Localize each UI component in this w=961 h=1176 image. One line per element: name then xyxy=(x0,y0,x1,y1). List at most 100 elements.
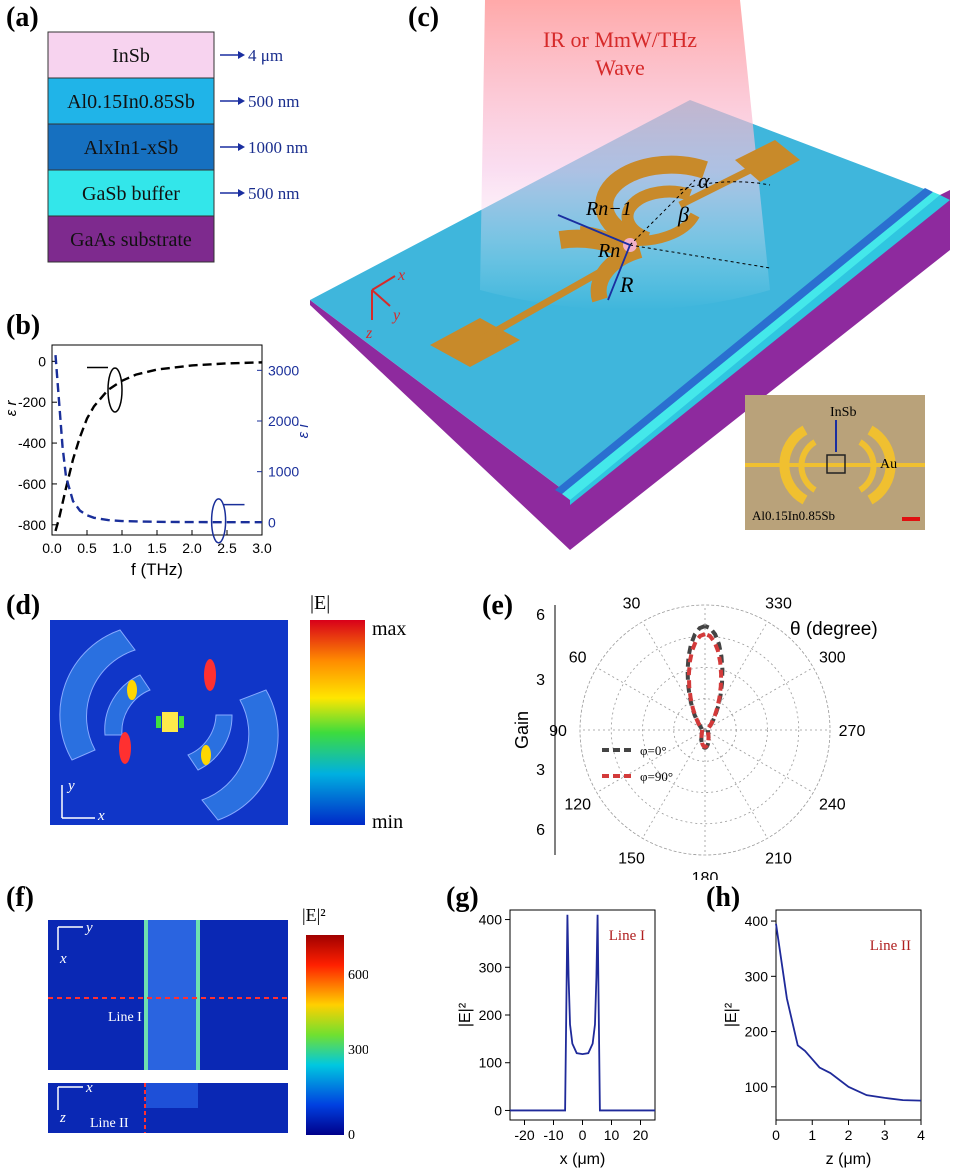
y-tick-label-right: 3000 xyxy=(268,362,299,378)
wave-label-line1: IR or MmW/THz xyxy=(543,27,697,52)
panel-label-h: (h) xyxy=(706,882,741,913)
permittivity-chart: 0.0 0.5 1.0 1.5 2.0 2.5 3.0 0 -200 -400 -600 -800 30… xyxy=(3,344,312,579)
layer-stack-diagram: InSb 4 μm Al0.15In0.85Sb 500 nm AlxIn1-xSb 10… xyxy=(47,31,308,263)
y-tick-label: 200 xyxy=(479,1007,503,1023)
radial-tick-label: 3 xyxy=(536,672,545,689)
wave-label-line2: Wave xyxy=(595,55,645,80)
y-tick-label-left: 0 xyxy=(38,353,46,369)
angle-tick-label: 90 xyxy=(549,723,567,740)
r-label: R xyxy=(619,272,634,297)
rn-minus-1-label: Rn−1 xyxy=(585,198,632,220)
x-tick-label: 0.0 xyxy=(42,540,62,556)
polar-spoke xyxy=(642,729,706,839)
x-tick-label: 1 xyxy=(808,1127,816,1143)
layer-label-0: InSb xyxy=(112,45,150,67)
layer-arrowhead-1 xyxy=(238,97,245,105)
layer-3 xyxy=(47,169,215,217)
angle-tick-label: 30 xyxy=(623,596,641,613)
y-axis-label-left: ε r xyxy=(3,399,20,416)
colorbar-d-title: |E| xyxy=(310,592,331,614)
x-tick-label: -20 xyxy=(514,1127,534,1143)
angle-tick-label: 120 xyxy=(564,797,591,814)
angle-tick-label: 150 xyxy=(618,850,645,867)
y-axis-label: |E|² xyxy=(457,1002,474,1027)
device-illustration: α β Rn−1 Rn R IR or MmW/THz Wave x y z I… xyxy=(310,0,950,550)
y-tick-label: 300 xyxy=(745,968,769,984)
polar-spoke xyxy=(704,729,768,839)
x-tick-label: 10 xyxy=(604,1127,620,1143)
x-tick-label: 2.0 xyxy=(182,540,202,556)
polar-grid-circle xyxy=(579,604,831,856)
x-axis-label: z (μm) xyxy=(826,1151,872,1168)
panel-label-d: (d) xyxy=(6,590,41,621)
panel-label-g: (g) xyxy=(446,882,479,913)
series-phi-90 xyxy=(686,632,724,749)
f-axes xyxy=(57,926,83,1110)
inset-au-label: Au xyxy=(880,457,897,472)
y-tick-label: 100 xyxy=(479,1055,503,1071)
layer-arrowhead-0 xyxy=(238,51,245,59)
axis-z-label: z xyxy=(365,325,373,342)
layer-4 xyxy=(47,215,215,263)
inset-substrate-label: Al0.15In0.85Sb xyxy=(752,508,835,523)
angle-tick-label: 180 xyxy=(692,870,719,880)
angle-tick-label: 210 xyxy=(765,850,792,867)
d-axis-x: x xyxy=(97,808,105,824)
x-axis-label: x (μm) xyxy=(560,1151,606,1168)
substrate-side xyxy=(310,190,950,550)
layer-thickness-1: 500 nm xyxy=(248,92,299,111)
panel-label-a: (a) xyxy=(6,2,39,33)
field-hotspots xyxy=(119,659,216,765)
panel-label-e: (e) xyxy=(482,590,514,621)
colorbar-f-title: |E|² xyxy=(302,905,326,925)
xy-channel xyxy=(146,920,198,1070)
x-tick-label: 3.0 xyxy=(252,540,272,556)
left-axis-indicator-ellipse xyxy=(107,367,123,413)
y-axis-label-right: ε i xyxy=(295,424,312,439)
buffer-layer-edge xyxy=(570,195,950,505)
feed-line-right xyxy=(678,161,762,209)
d-axes xyxy=(61,785,95,819)
chart-title: Line II xyxy=(870,938,911,954)
y-tick-label-right: 0 xyxy=(268,514,276,530)
axis-y-label: y xyxy=(391,307,401,324)
y-axis-label: |E|² xyxy=(723,1002,740,1027)
radial-tick-label: 3 xyxy=(536,762,545,779)
legend-label-1: φ=90° xyxy=(640,769,673,784)
colorbar-f-0: 0 xyxy=(348,1128,355,1143)
colorbar-d-min: min xyxy=(372,811,403,833)
angle-tick-label: 60 xyxy=(569,650,587,667)
y-tick-label: 100 xyxy=(745,1079,769,1095)
layer-stripe-cyan xyxy=(562,192,940,500)
angle-tick-label: 270 xyxy=(839,723,866,740)
series-line-0 xyxy=(775,923,922,1102)
layer-label-3: GaSb buffer xyxy=(82,183,180,205)
panel-label-f: (f) xyxy=(6,882,34,913)
layer-thickness-2: 1000 nm xyxy=(248,138,308,157)
x-tick-label: 3 xyxy=(881,1127,889,1143)
polar-grid-circle xyxy=(610,635,800,825)
log-periodic-antenna xyxy=(558,155,708,303)
y-tick-label: 400 xyxy=(479,912,503,928)
series-line-0 xyxy=(510,914,655,1112)
radial-tick-label: 6 xyxy=(536,607,545,624)
x-tick-label: 0 xyxy=(772,1127,780,1143)
device-micrograph-inset xyxy=(745,395,925,530)
line-ii-profile-chart: 0 1 2 3 4 100 200 300 400 z (μm) |E|² Line II xyxy=(723,909,925,1168)
beta-label: β xyxy=(677,202,689,227)
theta-label: θ (degree) xyxy=(790,619,878,640)
polar-spoke xyxy=(596,667,706,731)
y-tick-label: 300 xyxy=(479,959,503,975)
layer-arrowhead-3 xyxy=(238,189,245,197)
y-tick-label: 400 xyxy=(745,913,769,929)
y-tick-label-left: -600 xyxy=(18,476,46,492)
antenna-field-pattern xyxy=(59,629,279,821)
f-axis-x-top: x xyxy=(59,951,67,967)
layer-arrowhead-2 xyxy=(238,143,245,151)
inset-insb-label: InSb xyxy=(830,405,856,420)
plot-frame xyxy=(51,344,263,536)
radiation-pattern-chart: 0 30 60 90 120 150 180 210 240 270 300 330 6 3 3 6 Gain θ… xyxy=(512,590,878,880)
layer-stripe-blue xyxy=(555,188,933,494)
y-tick-label-right: 1000 xyxy=(268,464,299,480)
